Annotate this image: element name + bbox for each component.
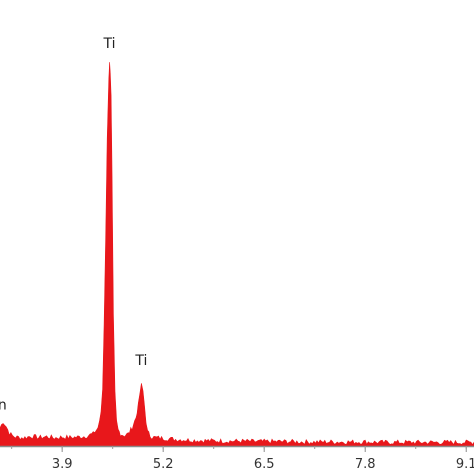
- x-tick-label: 9.1: [456, 457, 474, 472]
- x-tick-label: 5.2: [153, 457, 174, 472]
- x-axis: 3.9 5.2 6.5 7.8 9.1: [0, 445, 474, 472]
- peak-label: Ti: [103, 36, 116, 52]
- annotation-layer: Ti Ti n: [0, 36, 147, 413]
- peak-label: Ti: [134, 353, 147, 369]
- series-layer: [0, 62, 474, 447]
- x-tick-label: 3.9: [52, 457, 73, 472]
- peak-label: n: [0, 398, 7, 414]
- x-tick-label: 6.5: [254, 457, 275, 472]
- x-tick-label: 7.8: [355, 457, 376, 472]
- spectrum-area-0: [0, 62, 474, 447]
